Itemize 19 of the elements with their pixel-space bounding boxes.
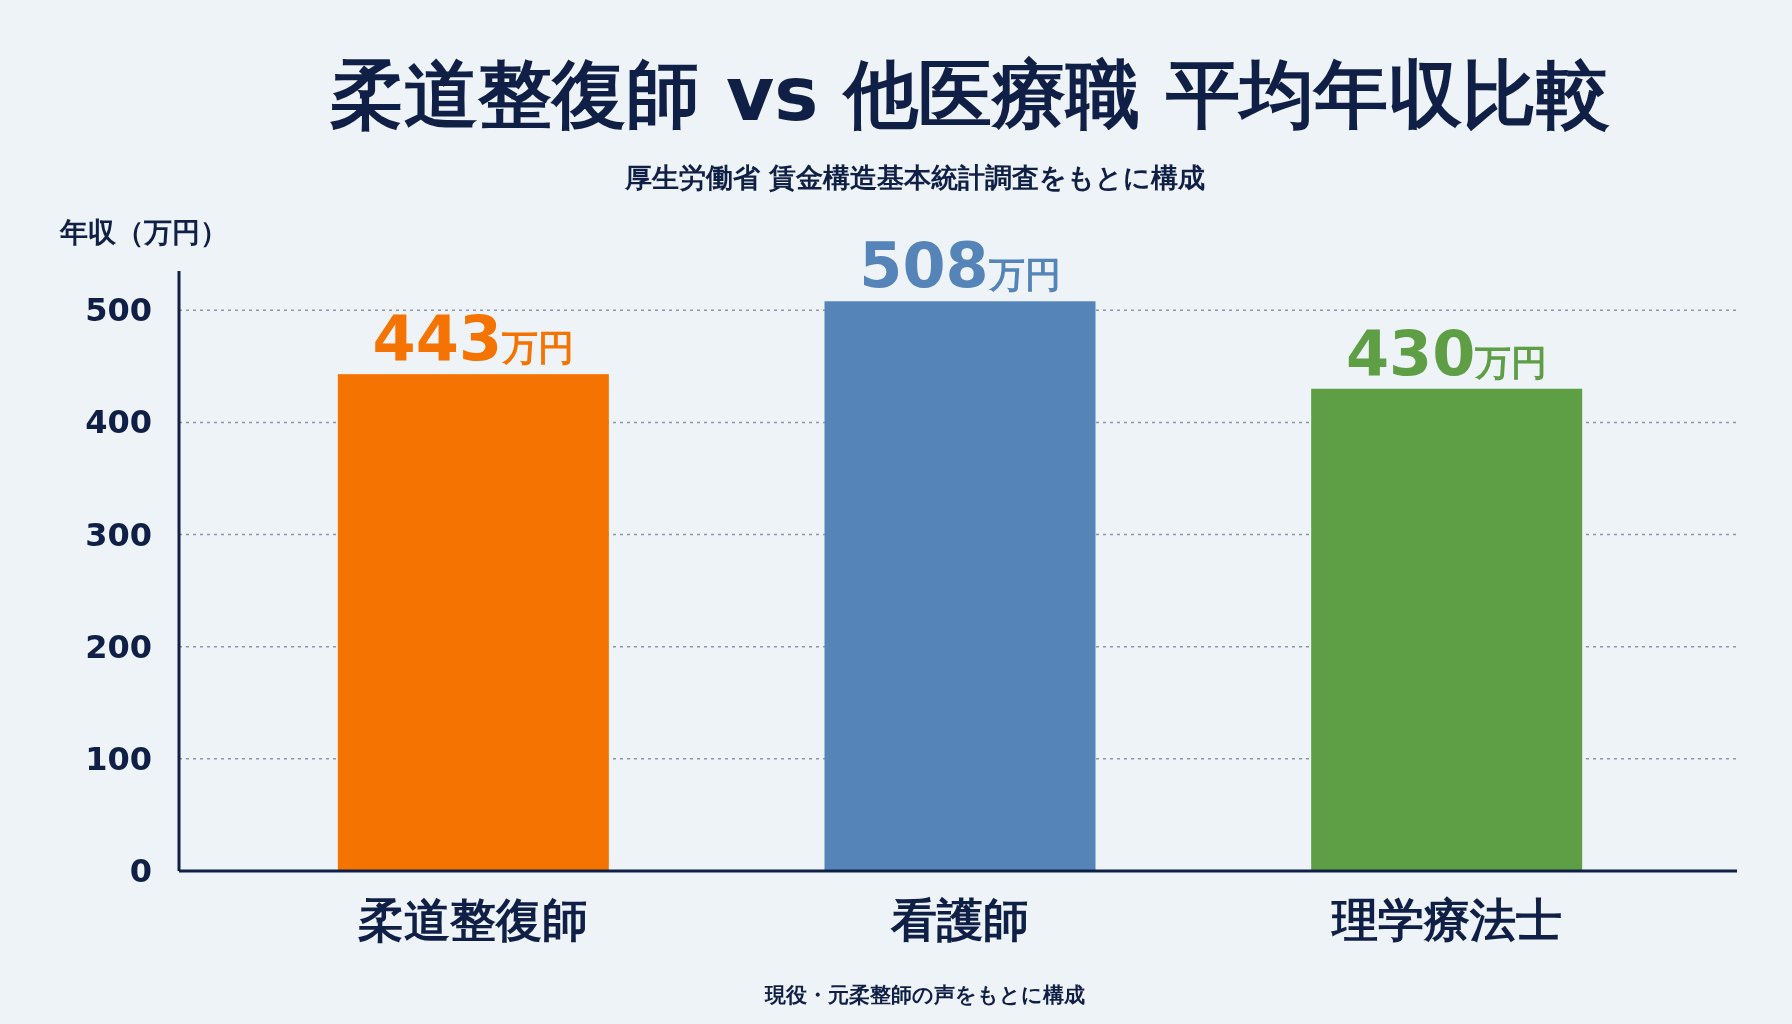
x-tick-label: 看護師: [890, 893, 1029, 947]
y-tick-label: 300: [85, 515, 152, 554]
x-tick-label: 理学療法士: [1329, 893, 1562, 947]
bar: [1311, 388, 1583, 871]
text: 現役・元柔整師の声をもとに構成: [764, 983, 1085, 1007]
y-tick-label: 100: [85, 739, 152, 778]
chart-title: 柔道整復師 vs 他医療職 平均年収比較: [330, 51, 1610, 137]
y-tick-label: 0: [129, 852, 152, 890]
y-axis-title: 年収（万円）: [59, 216, 228, 249]
y-tick-label: 400: [85, 403, 152, 442]
y-tick-label: 200: [85, 627, 152, 666]
bar: [824, 301, 1096, 871]
bar: [337, 374, 609, 871]
y-tick-label: 500: [85, 291, 152, 330]
chart-subtitle: 厚生労働省 賃金構造基本統計調査をもとに構成: [623, 162, 1206, 193]
x-tick-label: 柔道整復師: [358, 893, 589, 947]
data-label: 430万円: [1345, 316, 1548, 390]
data-label: 443万円: [372, 302, 575, 376]
data-label: 508万円: [859, 229, 1061, 303]
